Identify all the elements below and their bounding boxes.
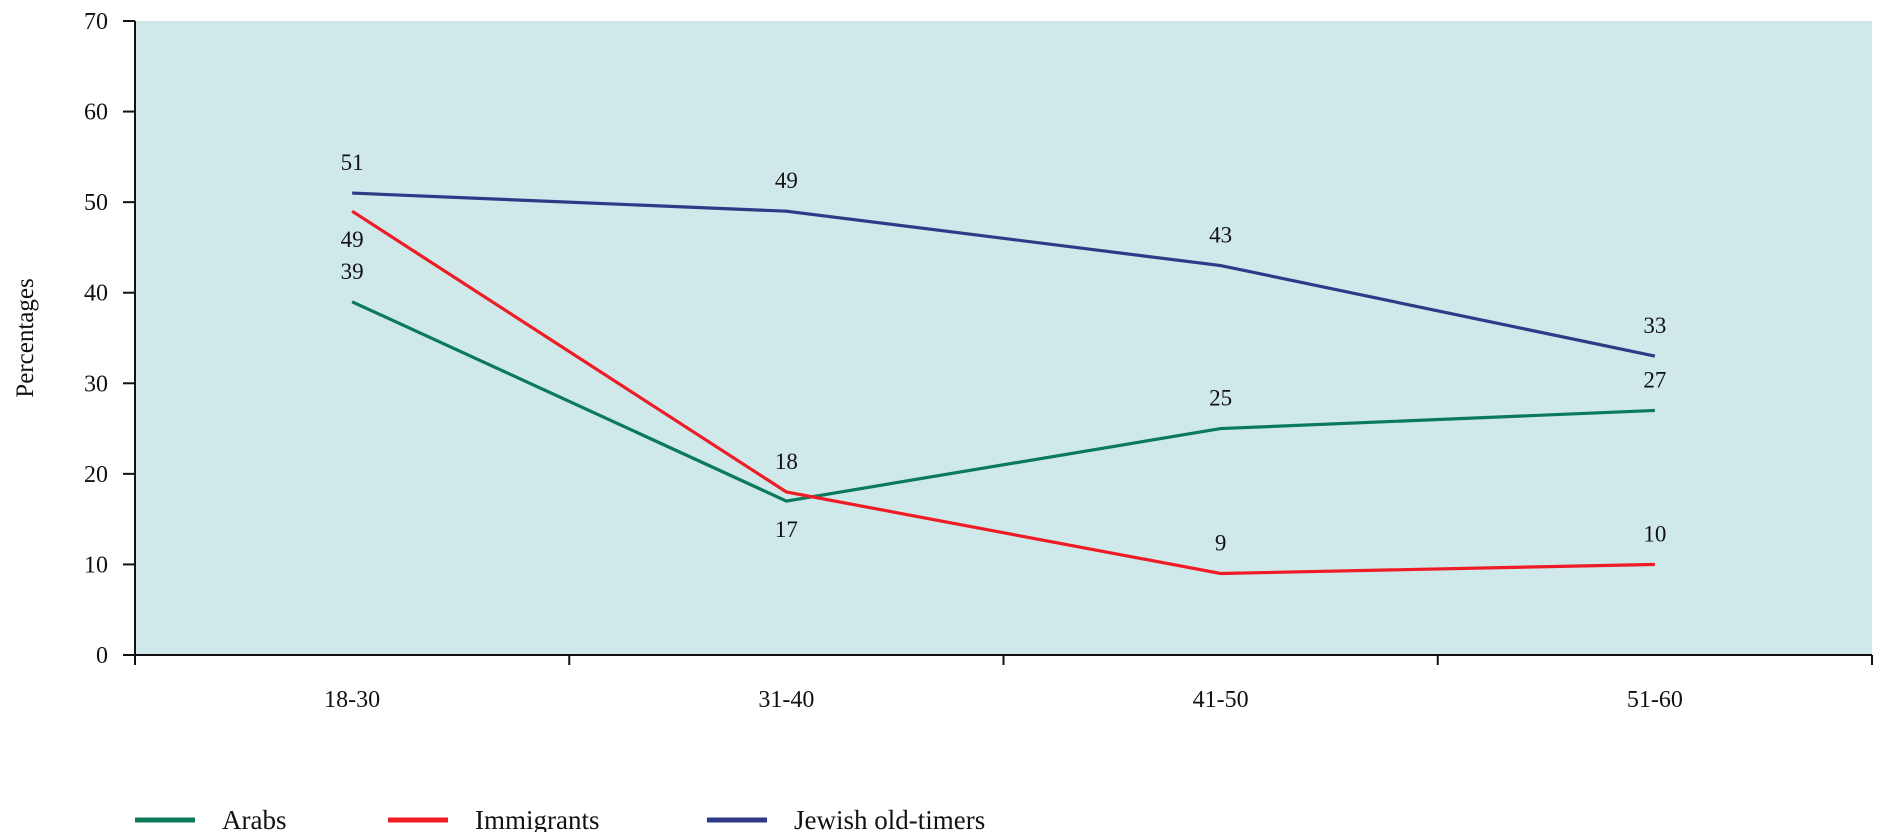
y-tick-label: 20: [84, 462, 108, 488]
data-label-arabs: 39: [341, 259, 364, 284]
data-label-jewish-old-timers: 43: [1209, 223, 1232, 248]
x-tick-label: 18-30: [324, 687, 380, 713]
data-label-arabs: 25: [1209, 386, 1232, 411]
y-tick-label: 70: [84, 9, 108, 35]
data-label-immigrants: 49: [341, 227, 364, 252]
y-tick-label: 50: [84, 190, 108, 216]
series-line-immigrants: [351, 209, 1655, 576]
y-tick-label: 40: [84, 281, 108, 307]
x-tick-label: 51-60: [1627, 687, 1683, 713]
x-tick-label: 31-40: [758, 687, 814, 713]
y-tick-label: 60: [84, 100, 108, 126]
series-lines: [351, 191, 1656, 576]
data-labels: 39 17 25 27 49 18 9 10 51 49 43 33: [341, 150, 1667, 555]
data-label-immigrants: 18: [775, 449, 798, 474]
data-label-immigrants: 9: [1215, 530, 1227, 555]
y-tick-label: 30: [84, 371, 108, 397]
y-tick-label: 0: [96, 643, 108, 669]
x-tick-label: 41-50: [1193, 687, 1249, 713]
data-label-immigrants: 10: [1643, 521, 1666, 546]
series-line-jewish-old-timers: [352, 191, 1656, 358]
y-tick-label: 10: [84, 552, 108, 578]
data-label-jewish-old-timers: 33: [1643, 313, 1666, 338]
data-label-jewish-old-timers: 49: [775, 168, 798, 193]
legend-label-arabs: Arabs: [222, 805, 286, 832]
data-label-jewish-old-timers: 51: [341, 150, 364, 175]
plot-area: [135, 21, 1872, 655]
data-label-arabs: 27: [1643, 367, 1666, 392]
legend-label-immigrants: Immigrants: [475, 805, 599, 832]
data-label-arabs: 17: [775, 517, 798, 542]
legend: Arabs Immigrants Jewish old-timers: [135, 805, 985, 832]
y-axis-label: Percentages: [12, 278, 39, 397]
series-line-arabs: [351, 300, 1655, 503]
x-axis: 18-30 31-40 41-50 51-60: [134, 654, 1873, 713]
legend-label-jewish-old-timers: Jewish old-timers: [794, 805, 985, 832]
y-axis: 0 10 20 30 40 50 60 70: [84, 9, 136, 669]
